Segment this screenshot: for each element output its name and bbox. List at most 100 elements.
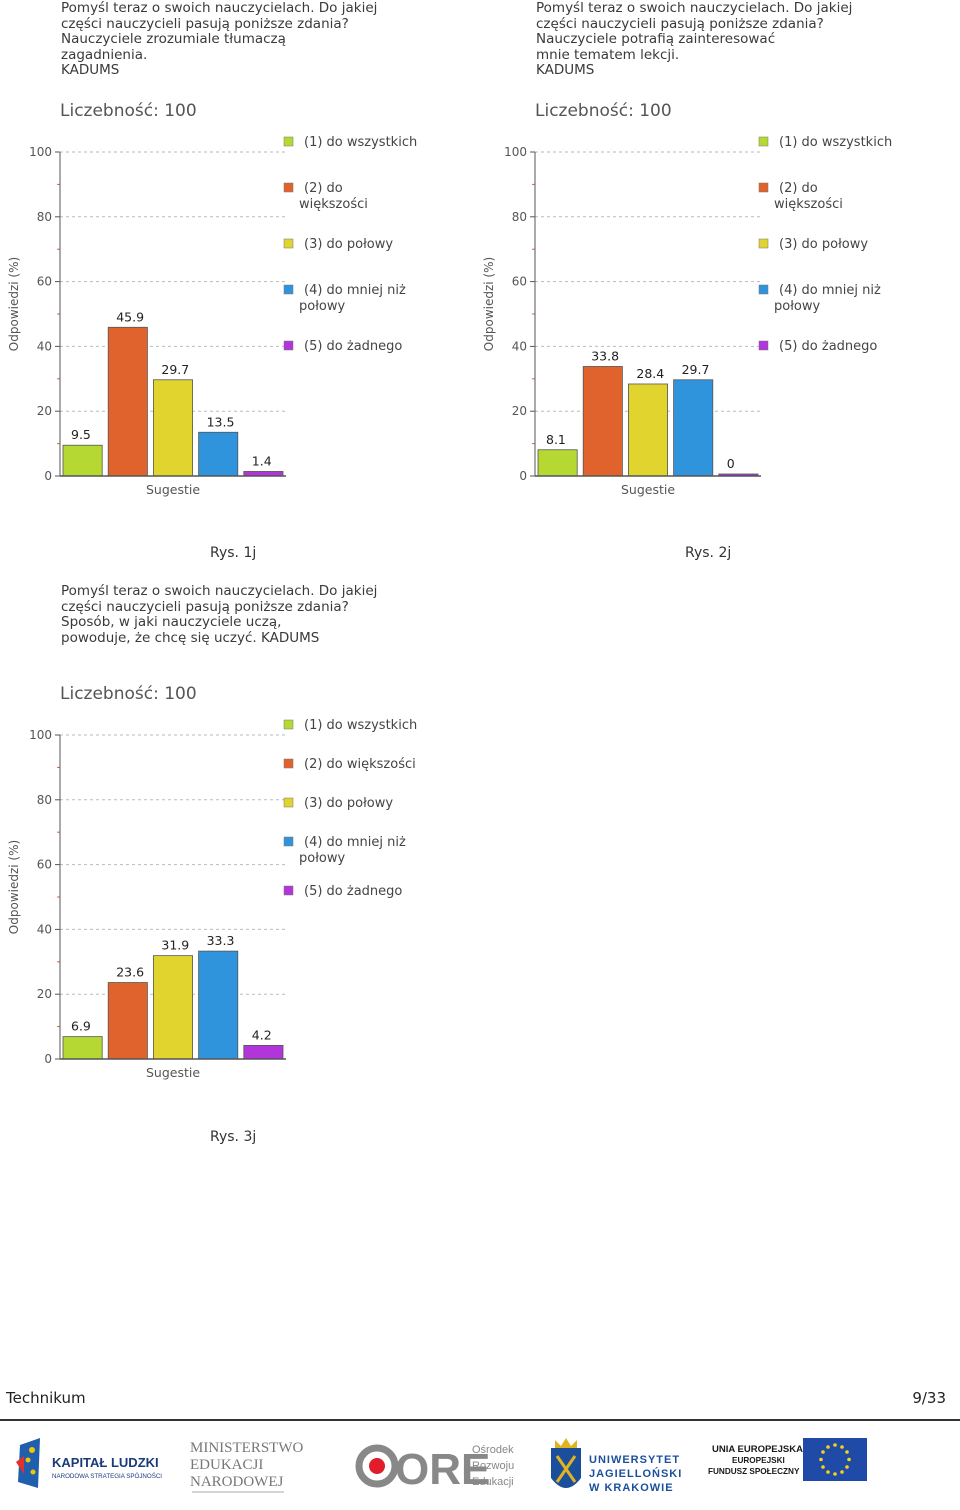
sponsor-logos: KAPITAŁ LUDZKI NARODOWA STRATEGIA SPÓJNO… <box>0 1430 960 1505</box>
legend-swatch <box>283 182 294 193</box>
y-tick-label: 20 <box>37 987 52 1001</box>
data-label: 1.4 <box>252 453 272 468</box>
legend-swatch <box>283 758 294 769</box>
legend-label: (4) do mniej niż połowy <box>299 283 406 314</box>
footer-school-type: Technikum <box>6 1389 86 1407</box>
y-tick-label: 20 <box>512 404 527 418</box>
figure-caption: Rys. 1j <box>210 545 257 561</box>
data-label: 31.9 <box>161 938 189 953</box>
logo-text: Ośrodek <box>472 1444 514 1456</box>
data-label: 9.5 <box>71 427 91 442</box>
chart-title: Liczebność: 100 <box>535 101 672 121</box>
kapital-ludzki-logo: KAPITAŁ LUDZKI NARODOWA STRATEGIA SPÓJNO… <box>16 1438 162 1488</box>
legend-item-3: (3) do połowy <box>283 796 393 811</box>
legend-swatch <box>283 797 294 808</box>
y-tick-label: 0 <box>519 469 527 483</box>
y-tick-label: 60 <box>512 275 527 289</box>
logo-text: JAGIELLOŃSKI <box>589 1467 682 1480</box>
legend-label: (5) do żadnego <box>304 884 402 899</box>
bar-1 <box>62 444 103 477</box>
logo-text: NARODOWA STRATEGIA SPÓJNOŚCI <box>52 1472 162 1480</box>
bar-1 <box>62 1036 103 1060</box>
data-label: 8.1 <box>546 432 566 447</box>
legend-label: (2) do większości <box>774 181 843 212</box>
data-label: 6.9 <box>71 1019 91 1034</box>
question-text: Pomyśl teraz o swoich nauczycielach. Do … <box>61 0 378 79</box>
y-tick-label: 60 <box>37 275 52 289</box>
legend-item-2: (2) do większości <box>283 757 416 772</box>
logo-text: NARODOWEJ <box>190 1474 283 1490</box>
data-label: 23.6 <box>116 965 144 980</box>
chart-title: Liczebność: 100 <box>60 684 197 704</box>
legend-swatch <box>283 885 294 896</box>
legend-item-5: (5) do żadnego <box>283 339 402 354</box>
legend-label: (1) do wszystkich <box>779 135 892 150</box>
bar-chart: Liczebność: 100 Odpowiedzi (%) 0 20 40 60 80 10… <box>7 684 417 1080</box>
bar-2 <box>107 326 148 477</box>
question-text: Pomyśl teraz o swoich nauczycielach. Do … <box>61 583 378 646</box>
footer-divider <box>0 1419 960 1421</box>
legend-label: (4) do mniej niż połowy <box>299 835 406 866</box>
men-logo: MINISTERSTWO EDUKACJI NARODOWEJ <box>190 1440 303 1493</box>
y-tick-label: 100 <box>29 728 52 742</box>
bar-chart: Liczebność: 100 Odpowiedzi (%) 0 20 40 60 80 10… <box>7 101 417 497</box>
bar-4 <box>198 431 239 477</box>
data-label: 29.7 <box>682 362 710 377</box>
legend-item-1: (1) do wszystkich <box>758 135 892 150</box>
y-tick-label: 100 <box>29 145 52 159</box>
bar-4 <box>198 950 239 1060</box>
y-tick-label: 0 <box>44 469 52 483</box>
figure-caption: Rys. 2j <box>685 545 732 561</box>
chart-title: Liczebność: 100 <box>60 101 197 121</box>
legend-swatch <box>758 340 769 351</box>
legend-item-4: (4) do mniej niż połowy <box>283 283 406 314</box>
legend-item-2: (2) do większości <box>758 181 843 212</box>
legend-item-5: (5) do żadnego <box>758 339 877 354</box>
logo-text: Edukacji <box>472 1476 514 1488</box>
legend-swatch <box>283 719 294 730</box>
bar-3 <box>152 379 193 477</box>
legend-item-1: (1) do wszystkich <box>283 718 417 733</box>
legend-swatch <box>283 836 294 847</box>
data-label: 45.9 <box>116 309 144 324</box>
data-label: 13.5 <box>207 414 235 429</box>
legend-swatch <box>758 284 769 295</box>
y-axis-label: Odpowiedzi (%) <box>482 257 496 351</box>
y-axis-label: Odpowiedzi (%) <box>7 840 21 934</box>
page-number: 9/33 <box>912 1389 946 1407</box>
uj-logo: UNIWERSYTET JAGIELLOŃSKI W KRAKOWIE <box>551 1438 682 1494</box>
logo-text: FUNDUSZ SPOŁECZNY <box>708 1467 800 1476</box>
question-text: Pomyśl teraz o swoich nauczycielach. Do … <box>536 0 853 79</box>
y-tick-label: 40 <box>37 922 52 936</box>
eu-stars <box>819 1443 851 1476</box>
y-tick-label: 0 <box>44 1052 52 1066</box>
legend-label: (3) do połowy <box>304 796 393 811</box>
chart-block-3: Pomyśl teraz o swoich nauczycielach. Do … <box>0 583 460 1145</box>
legend-item-2: (2) do większości <box>283 181 368 212</box>
legend-label: (5) do żadnego <box>779 339 877 354</box>
bar-chart: Liczebność: 100 Odpowiedzi (%) 0 20 40 60 80 10… <box>482 101 892 497</box>
logo-text: Rozwoju <box>472 1460 514 1472</box>
y-tick-label: 100 <box>504 145 527 159</box>
figure-caption: Rys. 3j <box>210 1129 257 1145</box>
legend-label: (4) do mniej niż połowy <box>774 283 881 314</box>
legend-swatch <box>283 238 294 249</box>
y-tick-label: 40 <box>37 339 52 353</box>
legend-swatch <box>283 284 294 295</box>
bar-4 <box>673 379 714 477</box>
logo-text: UNIA EUROPEJSKA <box>712 1444 803 1455</box>
bar-2 <box>107 982 148 1060</box>
legend-swatch <box>283 136 294 147</box>
eu-logo: UNIA EUROPEJSKA EUROPEJSKI FUNDUSZ SPOŁE… <box>708 1438 867 1481</box>
legend-swatch <box>758 238 769 249</box>
legend-label: (3) do połowy <box>779 237 868 252</box>
y-tick-label: 60 <box>37 858 52 872</box>
legend-item-1: (1) do wszystkich <box>283 135 417 150</box>
legend-item-3: (3) do połowy <box>283 237 393 252</box>
legend-label: (1) do wszystkich <box>304 718 417 733</box>
logo-text: W KRAKOWIE <box>589 1482 674 1494</box>
legend-swatch <box>758 136 769 147</box>
legend-label: (5) do żadnego <box>304 339 402 354</box>
legend-label: (2) do większości <box>304 757 416 772</box>
data-label: 29.7 <box>161 362 189 377</box>
